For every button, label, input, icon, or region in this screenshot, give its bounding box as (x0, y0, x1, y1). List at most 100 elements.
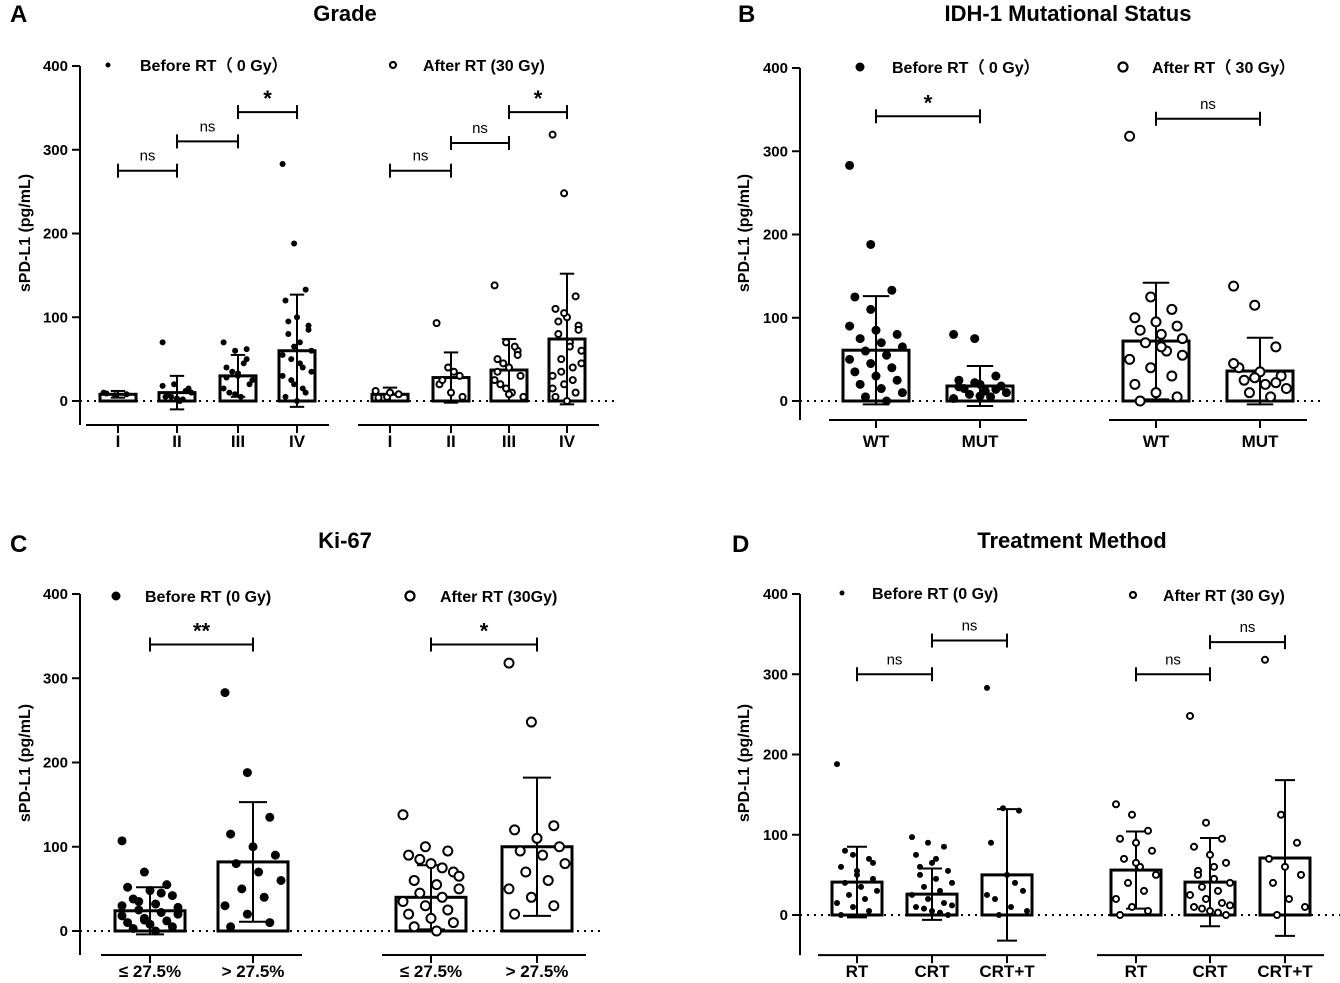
data-point (496, 380, 505, 389)
x-tick-label: II (446, 432, 455, 451)
data-point (1265, 854, 1273, 863)
data-point (444, 363, 453, 372)
data-point (302, 286, 309, 293)
data-point (291, 240, 298, 247)
data-point (834, 761, 840, 768)
x-tick-label: IV (559, 432, 576, 451)
data-point (134, 897, 144, 907)
data-point (1176, 333, 1188, 345)
data-point (1139, 337, 1151, 349)
legend-after-label: After RT（ 30 Gy） (1152, 59, 1295, 77)
data-point (887, 363, 897, 373)
data-point (299, 364, 306, 371)
data-point (850, 367, 860, 377)
data-point (442, 904, 454, 916)
data-point (1190, 902, 1198, 911)
panel-treatment: D Treatment Method sPD-L1 (pg/mL) Before… (732, 528, 1340, 981)
data-point (866, 239, 876, 249)
x-tick-label: WT (863, 432, 890, 451)
data-point (188, 389, 195, 396)
data-point (1198, 882, 1206, 891)
data-point (291, 381, 298, 388)
data-point (1144, 826, 1152, 835)
legend-after-marker (1128, 590, 1138, 600)
data-point (871, 371, 881, 381)
data-point (123, 882, 133, 892)
data-point (425, 858, 437, 870)
data-point (941, 843, 947, 850)
data-point (548, 820, 560, 832)
data-point (949, 879, 955, 886)
data-point (577, 346, 586, 355)
data-point (117, 836, 127, 846)
data-point (917, 863, 923, 870)
data-point (1228, 280, 1240, 292)
data-point (447, 917, 459, 929)
data-point (1120, 854, 1128, 863)
data-point (490, 376, 499, 385)
data-point (1128, 902, 1136, 911)
data-point (503, 883, 515, 895)
data-point (1128, 810, 1136, 819)
y-axis-label: sPD-L1 (pg/mL) (17, 704, 34, 822)
data-point (870, 875, 876, 882)
data-point (151, 899, 161, 909)
data-point (242, 909, 252, 919)
data-point (1176, 349, 1188, 361)
data-point (876, 384, 886, 394)
data-point (173, 909, 183, 919)
data-point (1259, 378, 1271, 390)
x-tick-label: CRT+T (1257, 962, 1313, 981)
y-tick-label: 200 (43, 755, 68, 772)
data-point (505, 390, 513, 399)
data-point (1277, 810, 1285, 819)
data-point (509, 824, 521, 836)
data-point (259, 892, 269, 902)
data-point (232, 391, 239, 398)
data-point (156, 888, 166, 898)
data-point (296, 339, 303, 346)
data-point (970, 378, 980, 388)
data-point (1155, 328, 1167, 340)
data-point (436, 862, 448, 874)
significance-label: ns (1200, 96, 1216, 113)
y-tick-label: 0 (60, 923, 68, 940)
legend-after-label: After RT (30Gy) (440, 589, 557, 606)
data-point (525, 716, 537, 728)
x-tick-label: I (116, 432, 121, 451)
data-point (870, 859, 876, 866)
data-point (925, 895, 931, 902)
data-point (237, 393, 244, 400)
significance-label: ns (472, 120, 488, 137)
data-point (291, 343, 298, 350)
data-point (949, 394, 959, 404)
data-point (1145, 291, 1157, 303)
data-point (231, 859, 241, 869)
data-point (874, 887, 880, 894)
data-point (1218, 834, 1226, 843)
data-point (397, 896, 409, 908)
data-point (1202, 818, 1210, 827)
data-point (984, 891, 990, 898)
data-point (845, 321, 855, 331)
data-point (243, 356, 250, 363)
data-point (842, 879, 848, 886)
data-point (453, 883, 465, 895)
data-point (294, 398, 300, 404)
significance-label: ** (193, 619, 211, 644)
data-point (432, 319, 441, 328)
data-point (242, 768, 252, 778)
data-point (499, 359, 508, 368)
data-point (279, 160, 286, 167)
data-point (514, 845, 526, 857)
legend-after-marker (404, 590, 416, 602)
data-point (1144, 906, 1152, 915)
data-point (248, 842, 258, 852)
data-point (519, 392, 528, 401)
data-point (876, 338, 886, 348)
data-point (408, 921, 420, 933)
data-point (996, 912, 1002, 918)
data-point (548, 900, 560, 912)
significance-label: * (534, 86, 543, 111)
data-point (403, 849, 415, 861)
